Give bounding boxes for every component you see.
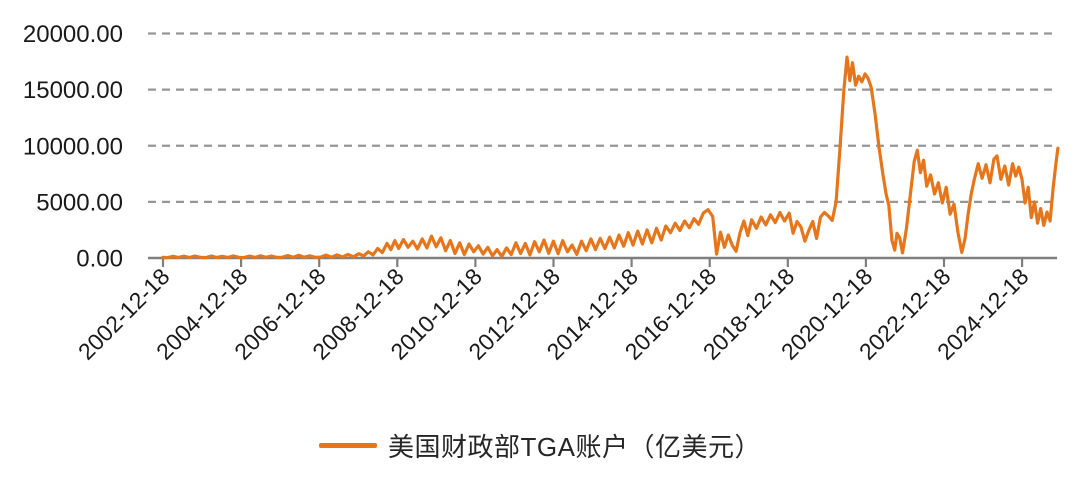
legend-line-swatch	[319, 443, 378, 448]
tga-series-line	[161, 55, 1060, 260]
y-tick-label: 20000.00	[23, 21, 123, 48]
tga-line-chart-canvas: 0.005000.0010000.0015000.0020000.002002-…	[23, 21, 1060, 365]
y-tick-label: 5000.00	[36, 189, 123, 216]
legend-label: 美国财政部TGA账户（亿美元）	[388, 432, 761, 462]
y-tick-label: 15000.00	[23, 77, 123, 104]
y-tick-label: 10000.00	[23, 133, 123, 160]
y-tick-label: 0.00	[76, 246, 123, 273]
legend: 美国财政部TGA账户（亿美元）	[0, 427, 1080, 464]
